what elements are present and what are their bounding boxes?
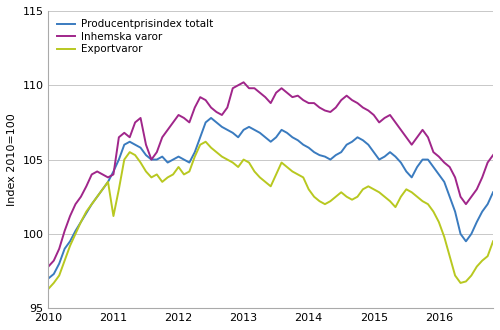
Inhemska varor [72,202,78,206]
Exportvaror [46,287,52,291]
Inhemska varor [46,265,52,269]
Inhemska varor [490,153,496,157]
Exportvaror [202,140,208,144]
Inhemska varor [240,80,246,84]
Inhemska varor [370,113,376,117]
Line: Exportvaror: Exportvaror [48,142,493,289]
Exportvaror [72,232,78,236]
Producentprisindex totalt [138,146,143,150]
Producentprisindex totalt [72,229,78,233]
Exportvaror [110,214,116,218]
Exportvaror [370,187,376,191]
Inhemska varor [316,106,322,110]
Exportvaror [398,195,404,199]
Legend: Producentprisindex totalt, Inhemska varor, Exportvaror: Producentprisindex totalt, Inhemska varo… [54,16,216,58]
Producentprisindex totalt [110,170,116,174]
Exportvaror [490,239,496,243]
Producentprisindex totalt [208,116,214,120]
Inhemska varor [398,128,404,132]
Y-axis label: Index 2010=100: Index 2010=100 [7,113,17,206]
Inhemska varor [138,116,143,120]
Exportvaror [316,199,322,203]
Exportvaror [138,161,143,165]
Line: Producentprisindex totalt: Producentprisindex totalt [48,118,493,279]
Producentprisindex totalt [316,153,322,157]
Producentprisindex totalt [370,150,376,154]
Producentprisindex totalt [398,161,404,165]
Producentprisindex totalt [46,277,52,280]
Inhemska varor [110,173,116,177]
Line: Inhemska varor: Inhemska varor [48,82,493,267]
Producentprisindex totalt [490,190,496,194]
